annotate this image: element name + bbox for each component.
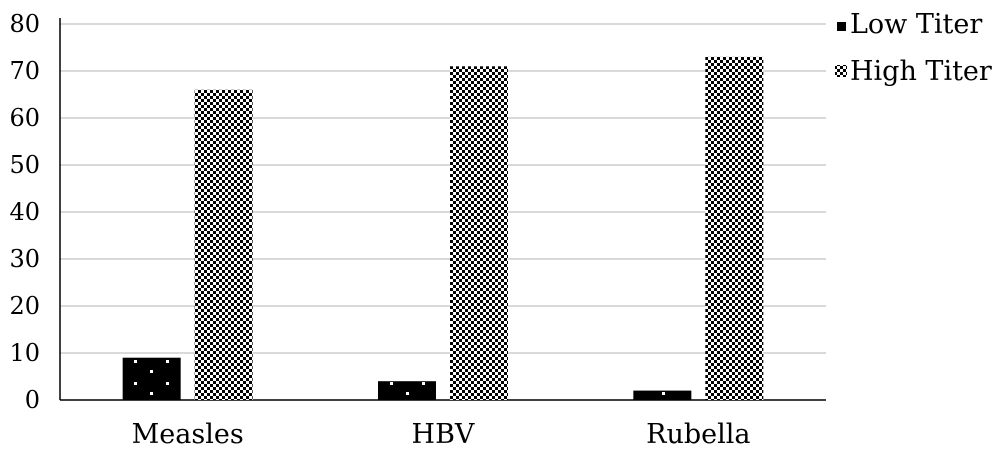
x-category-label-hbv: HBV: [412, 419, 475, 450]
y-tick-label-40: 40: [9, 198, 40, 226]
y-tick-label-80: 80: [9, 10, 40, 38]
y-axis-tick-labels: 0 10 20 30 40 50 60 70 80: [9, 10, 40, 414]
y-tick-label-20: 20: [9, 292, 40, 320]
x-category-label-measles: Measles: [132, 419, 244, 450]
bar-low-titer-measles: [122, 357, 181, 400]
legend-label-low-titer: Low Titer: [850, 9, 982, 40]
bar-low-titer-hbv: [378, 381, 436, 400]
legend-label-high-titer: High Titer: [850, 56, 992, 87]
legend: Low Titer High Titer: [835, 9, 992, 87]
legend-swatch-high-titer: [835, 65, 847, 77]
y-tick-label-60: 60: [9, 104, 40, 132]
y-tick-label-50: 50: [9, 151, 40, 179]
bar-low-titer-rubella: [633, 390, 692, 400]
bar-high-titer-measles: [194, 89, 253, 401]
y-tick-label-70: 70: [9, 57, 40, 85]
bar-high-titer-rubella: [705, 56, 764, 401]
bars: [122, 56, 764, 401]
y-tick-label-0: 0: [25, 386, 40, 414]
gridlines: [60, 23, 826, 354]
x-axis-category-labels: Measles HBV Rubella: [132, 419, 751, 450]
x-category-label-rubella: Rubella: [646, 419, 750, 450]
legend-swatch-low-titer: [837, 22, 846, 31]
y-tick-label-30: 30: [9, 245, 40, 273]
y-tick-label-10: 10: [9, 339, 40, 367]
bar-high-titer-hbv: [450, 66, 508, 401]
axes: [59, 18, 826, 401]
